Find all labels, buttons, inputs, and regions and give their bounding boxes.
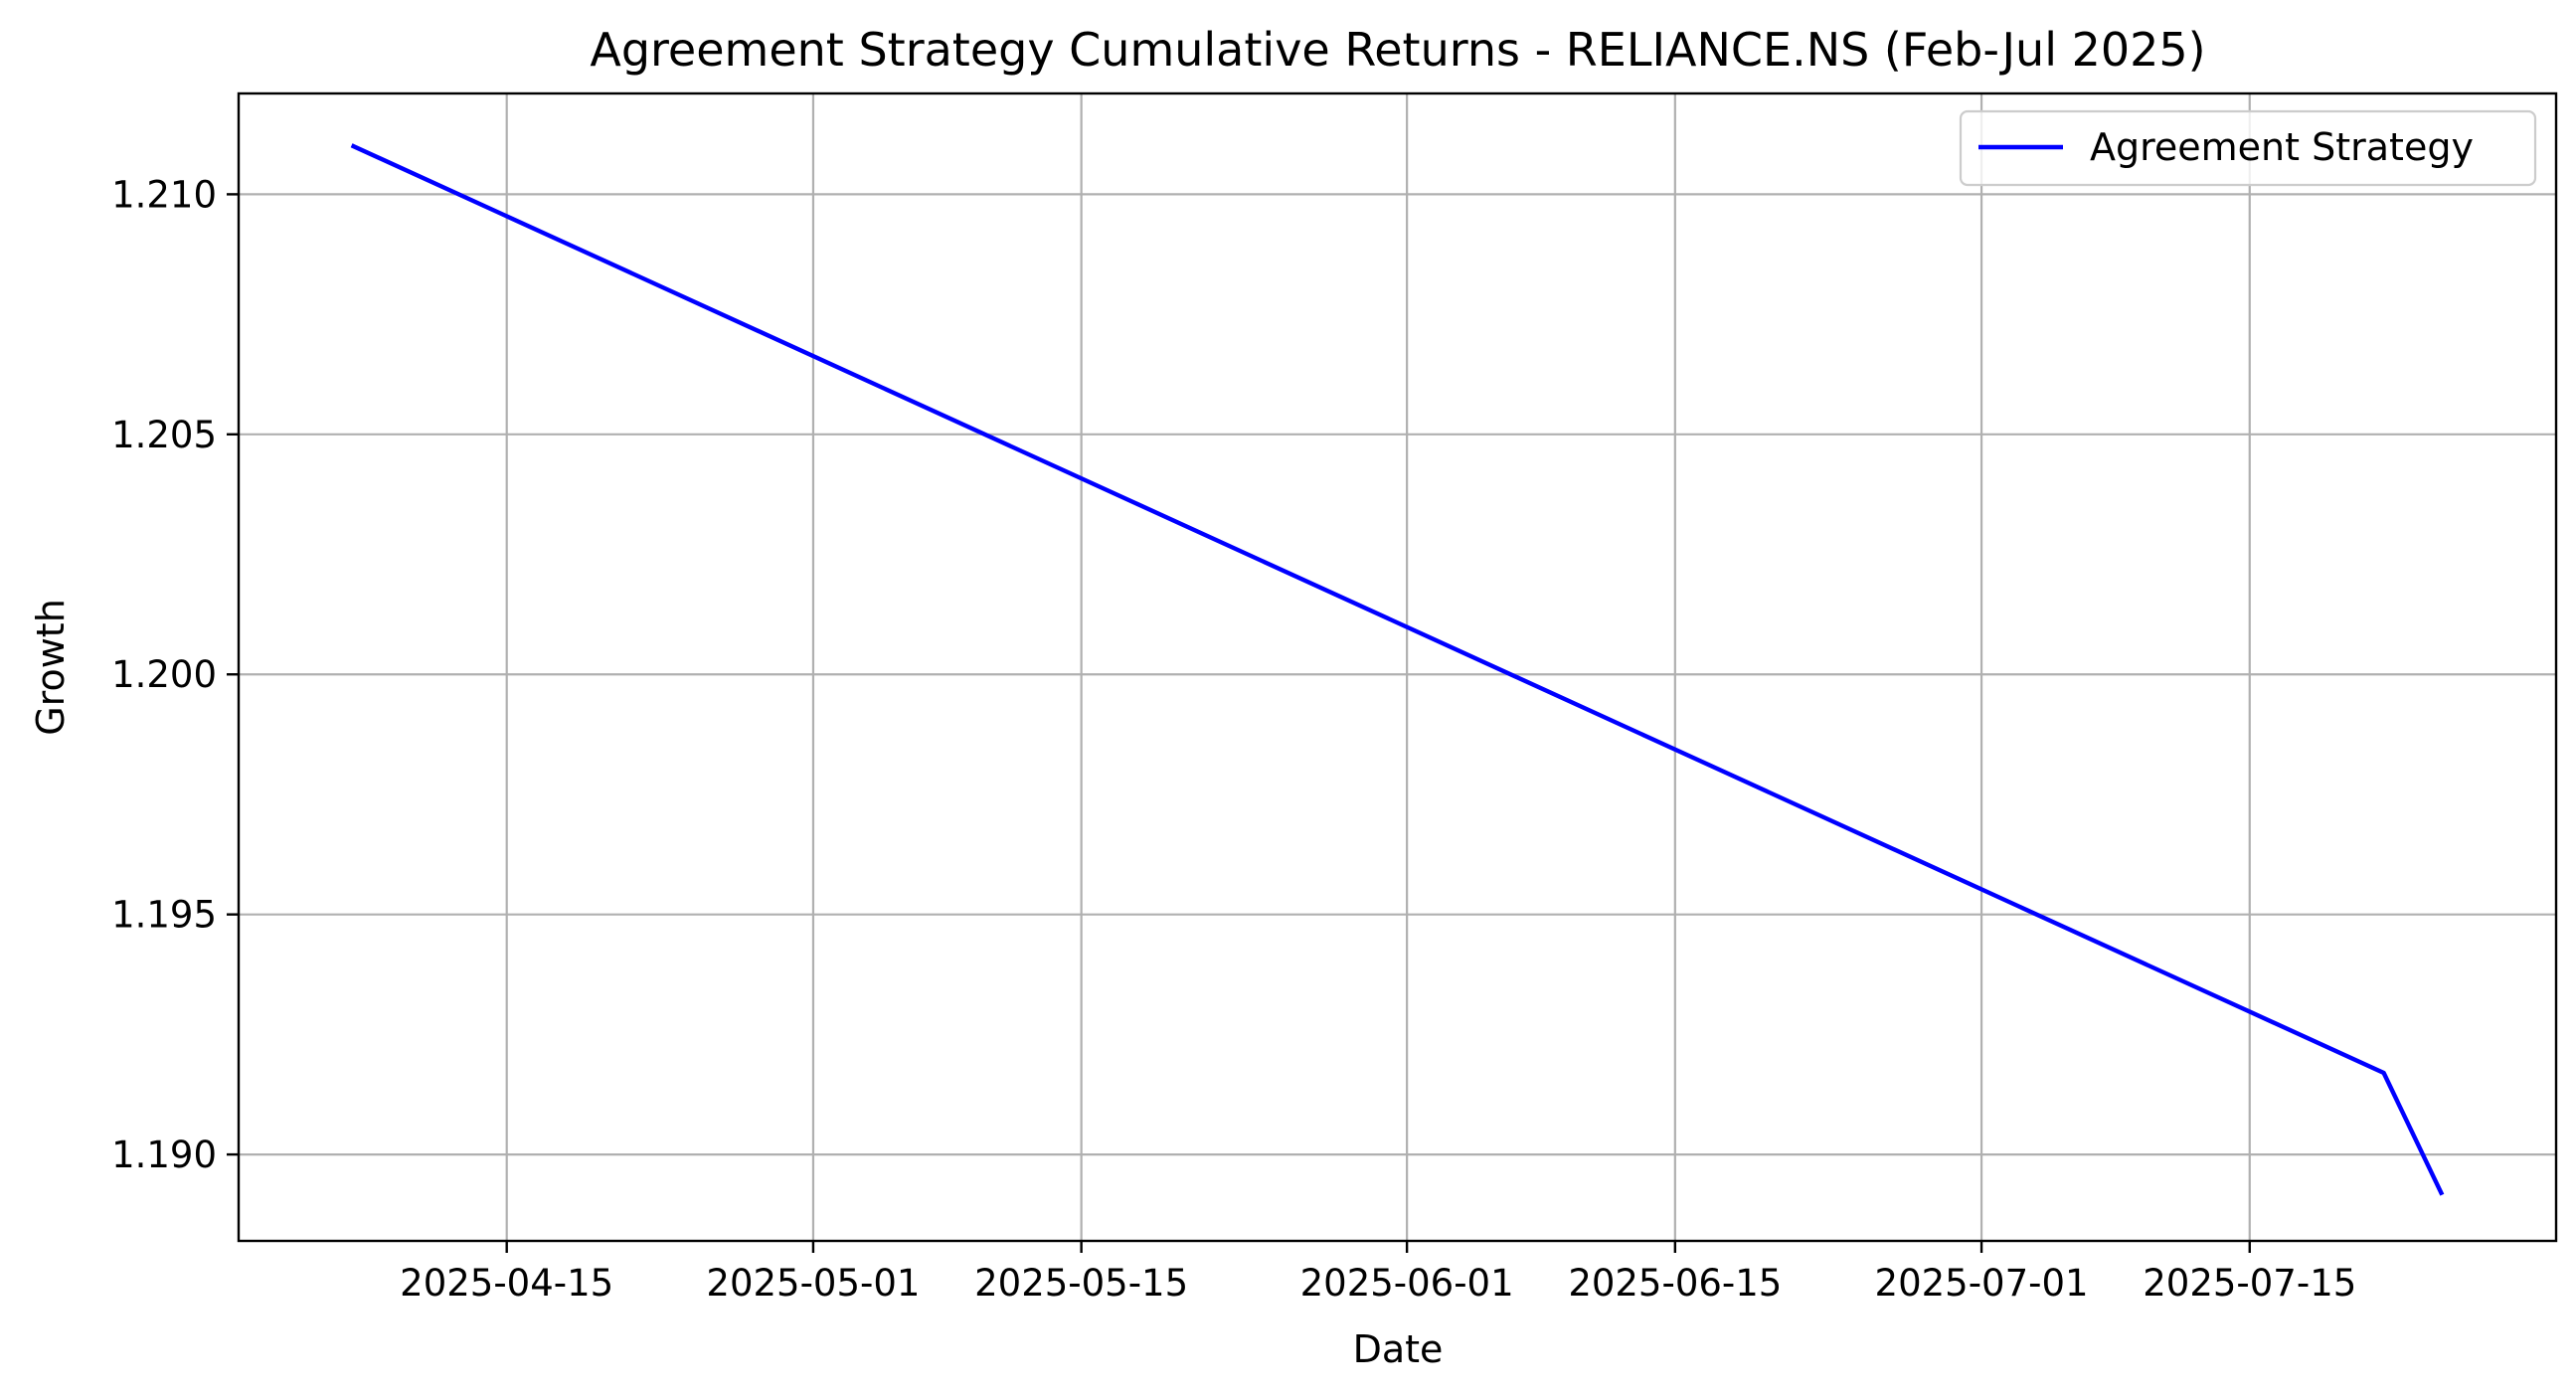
y-tick-label: 1.200	[111, 653, 217, 696]
y-tick-label: 1.190	[111, 1134, 217, 1176]
plot-frame	[237, 91, 2558, 1243]
y-tick-label: 1.205	[111, 414, 217, 456]
x-axis: 2025-04-15 2025-05-01 2025-05-15 2025-06-01…	[400, 1241, 2356, 1305]
series-layer	[350, 143, 2445, 1196]
x-axis-label: Date	[1353, 1327, 1444, 1371]
x-tick-label: 2025-05-01	[706, 1262, 920, 1305]
gridlines	[239, 93, 2556, 1241]
legend-box	[1959, 109, 2537, 187]
x-tick-label: 2025-07-15	[2143, 1262, 2356, 1305]
x-tick-label: 2025-05-15	[974, 1262, 1188, 1305]
legend: Agreement Strategy	[1959, 109, 2537, 187]
x-tick-label: 2025-06-01	[1300, 1262, 1514, 1305]
y-tick-label: 1.210	[111, 173, 217, 216]
y-tick-label: 1.195	[111, 894, 217, 937]
y-axis-label: Growth	[29, 599, 73, 736]
x-tick-label: 2025-07-01	[1875, 1262, 2089, 1305]
x-tick-label: 2025-04-15	[400, 1262, 613, 1305]
chart-title: Agreement Strategy Cumulative Returns - …	[590, 23, 2205, 77]
legend-label: Agreement Strategy	[2090, 125, 2474, 169]
y-axis: 1.190 1.195 1.200 1.205 1.210	[111, 173, 239, 1176]
x-tick-label: 2025-06-15	[1568, 1262, 1782, 1305]
